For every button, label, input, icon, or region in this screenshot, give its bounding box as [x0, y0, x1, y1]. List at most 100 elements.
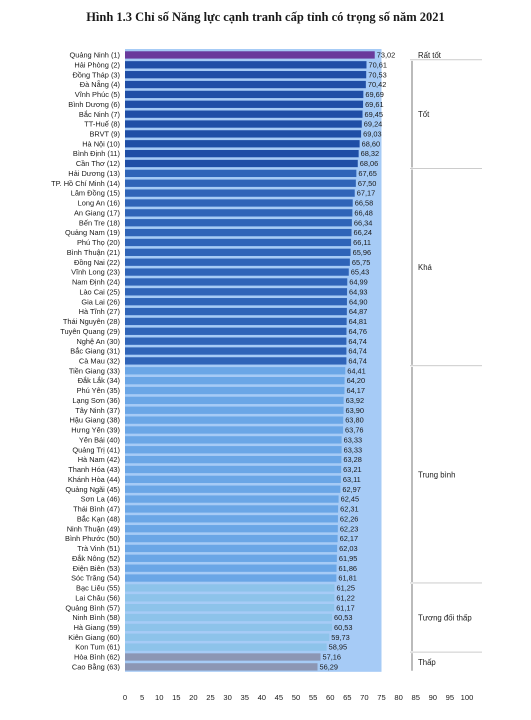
- bar: [125, 248, 351, 256]
- bar: [125, 436, 342, 444]
- category-label: Hòa Bình (62): [74, 653, 120, 662]
- x-tick-label: 75: [377, 693, 385, 702]
- value-label: 69,69: [365, 90, 384, 99]
- category-label: Tiền Giang (33): [69, 366, 120, 375]
- category-label: Quảng Bình (57): [65, 603, 120, 612]
- value-label: 70,42: [368, 80, 387, 89]
- category-label: Hưng Yên (39): [71, 426, 120, 435]
- value-label: 70,61: [368, 60, 387, 69]
- value-label: 66,48: [354, 208, 373, 217]
- category-label: Hà Tĩnh (27): [79, 307, 120, 316]
- x-tick-label: 85: [411, 693, 419, 702]
- category-label: Gia Lai (26): [81, 297, 120, 306]
- value-label: 61,17: [336, 603, 355, 612]
- value-label: 69,24: [364, 120, 383, 129]
- category-label: Nam Định (24): [72, 278, 120, 287]
- bar: [125, 455, 342, 464]
- category-label: Bình Dương (6): [68, 100, 120, 109]
- value-label: 66,11: [353, 238, 371, 247]
- group-label: Tốt: [418, 110, 430, 119]
- category-label: Yên Bái (40): [79, 435, 120, 444]
- category-label: Trà Vinh (51): [77, 544, 120, 553]
- value-label: 66,58: [355, 199, 374, 208]
- bar: [125, 169, 357, 178]
- value-label: 68,60: [362, 139, 381, 148]
- value-label: 62,97: [342, 485, 361, 494]
- category-label: BRVT (9): [89, 129, 120, 138]
- category-label: Ninh Bình (58): [72, 613, 120, 622]
- value-label: 57,16: [322, 653, 341, 662]
- x-axis: 0 5 10 15 20 25 30 35 40 45 50 55 60 65 70 75 80 85 90 95 10…: [123, 693, 473, 702]
- bar: [125, 51, 375, 59]
- value-label: 63,33: [344, 445, 363, 454]
- x-tick-label: 10: [155, 693, 163, 702]
- value-label: 67,65: [358, 169, 377, 178]
- group-label: Khá: [418, 263, 433, 272]
- bar: [125, 574, 337, 582]
- value-label: 62,45: [341, 495, 360, 504]
- group-label: Tương đối thấp: [418, 614, 472, 623]
- x-tick-label: 70: [360, 693, 368, 702]
- category-label: Thanh Hóa (43): [68, 465, 120, 474]
- value-label: 65,43: [351, 268, 370, 277]
- category-label: Sơn La (46): [81, 495, 120, 504]
- value-label: 66,24: [354, 228, 373, 237]
- category-label: Quảng Ngãi (45): [65, 485, 120, 494]
- value-label: 63,80: [345, 416, 364, 425]
- x-tick-label: 90: [429, 693, 437, 702]
- x-tick-label: 55: [309, 693, 317, 702]
- bar: [125, 61, 367, 69]
- category-label: Hậu Giang (38): [69, 416, 120, 425]
- value-label: 63,90: [346, 406, 365, 415]
- category-label: Lai Châu (56): [75, 593, 120, 602]
- x-tick-label: 15: [172, 693, 180, 702]
- bar: [125, 465, 342, 474]
- category-label: Lạng Sơn (36): [72, 396, 120, 405]
- value-label: 64,20: [347, 376, 366, 385]
- category-label: Bắc Kạn (48): [77, 514, 120, 523]
- x-tick-label: 80: [394, 693, 402, 702]
- category-label: Cao Bằng (63): [72, 662, 120, 671]
- value-label: 63,92: [346, 396, 365, 405]
- value-label: 66,34: [354, 218, 373, 227]
- bar: [125, 120, 362, 128]
- bar: [125, 159, 358, 168]
- value-label: 64,81: [349, 317, 368, 326]
- bar: [125, 268, 349, 276]
- bar: [125, 426, 344, 434]
- category-label: Quảng Nam (19): [65, 228, 120, 237]
- value-label: 64,87: [349, 307, 368, 316]
- bar: [125, 367, 346, 375]
- bar: [125, 100, 364, 108]
- x-tick-label: 25: [206, 693, 214, 702]
- category-label: Đà Nẵng (4): [80, 80, 120, 89]
- category-label: Đắk Nông (52): [72, 554, 120, 563]
- bar: [125, 238, 352, 247]
- bar: [125, 327, 347, 335]
- value-label: 63,21: [343, 465, 362, 474]
- bar: [125, 485, 341, 493]
- category-label: Cà Mau (32): [79, 357, 120, 366]
- category-label: Vĩnh Phúc (5): [75, 90, 120, 99]
- bar: [125, 140, 360, 148]
- value-labels: 73,0270,6170,5370,4269,6969,6169,4569,24…: [320, 51, 396, 672]
- bar: [125, 219, 352, 227]
- category-label: Đắk Lắk (34): [78, 376, 120, 385]
- value-label: 63,11: [343, 475, 361, 484]
- category-label: Thái Bình (47): [73, 505, 120, 514]
- bar: [125, 80, 366, 89]
- bar: [125, 534, 338, 543]
- value-label: 62,26: [340, 514, 359, 523]
- group-label: Trung bình: [418, 470, 455, 479]
- category-label: Ninh Thuận (49): [67, 524, 120, 533]
- bar: [125, 505, 339, 513]
- category-label: Phú Yên (35): [77, 386, 120, 395]
- chart-title: Hình 1.3 Chỉ số Năng lực cạnh tranh cấp …: [86, 10, 445, 24]
- x-tick-label: 20: [189, 693, 197, 702]
- category-label: Long An (16): [78, 199, 120, 208]
- value-label: 64,93: [349, 287, 368, 296]
- value-label: 64,99: [349, 278, 368, 287]
- bar: [125, 416, 344, 424]
- value-label: 64,74: [348, 357, 367, 366]
- category-label: Nghệ An (30): [76, 337, 120, 346]
